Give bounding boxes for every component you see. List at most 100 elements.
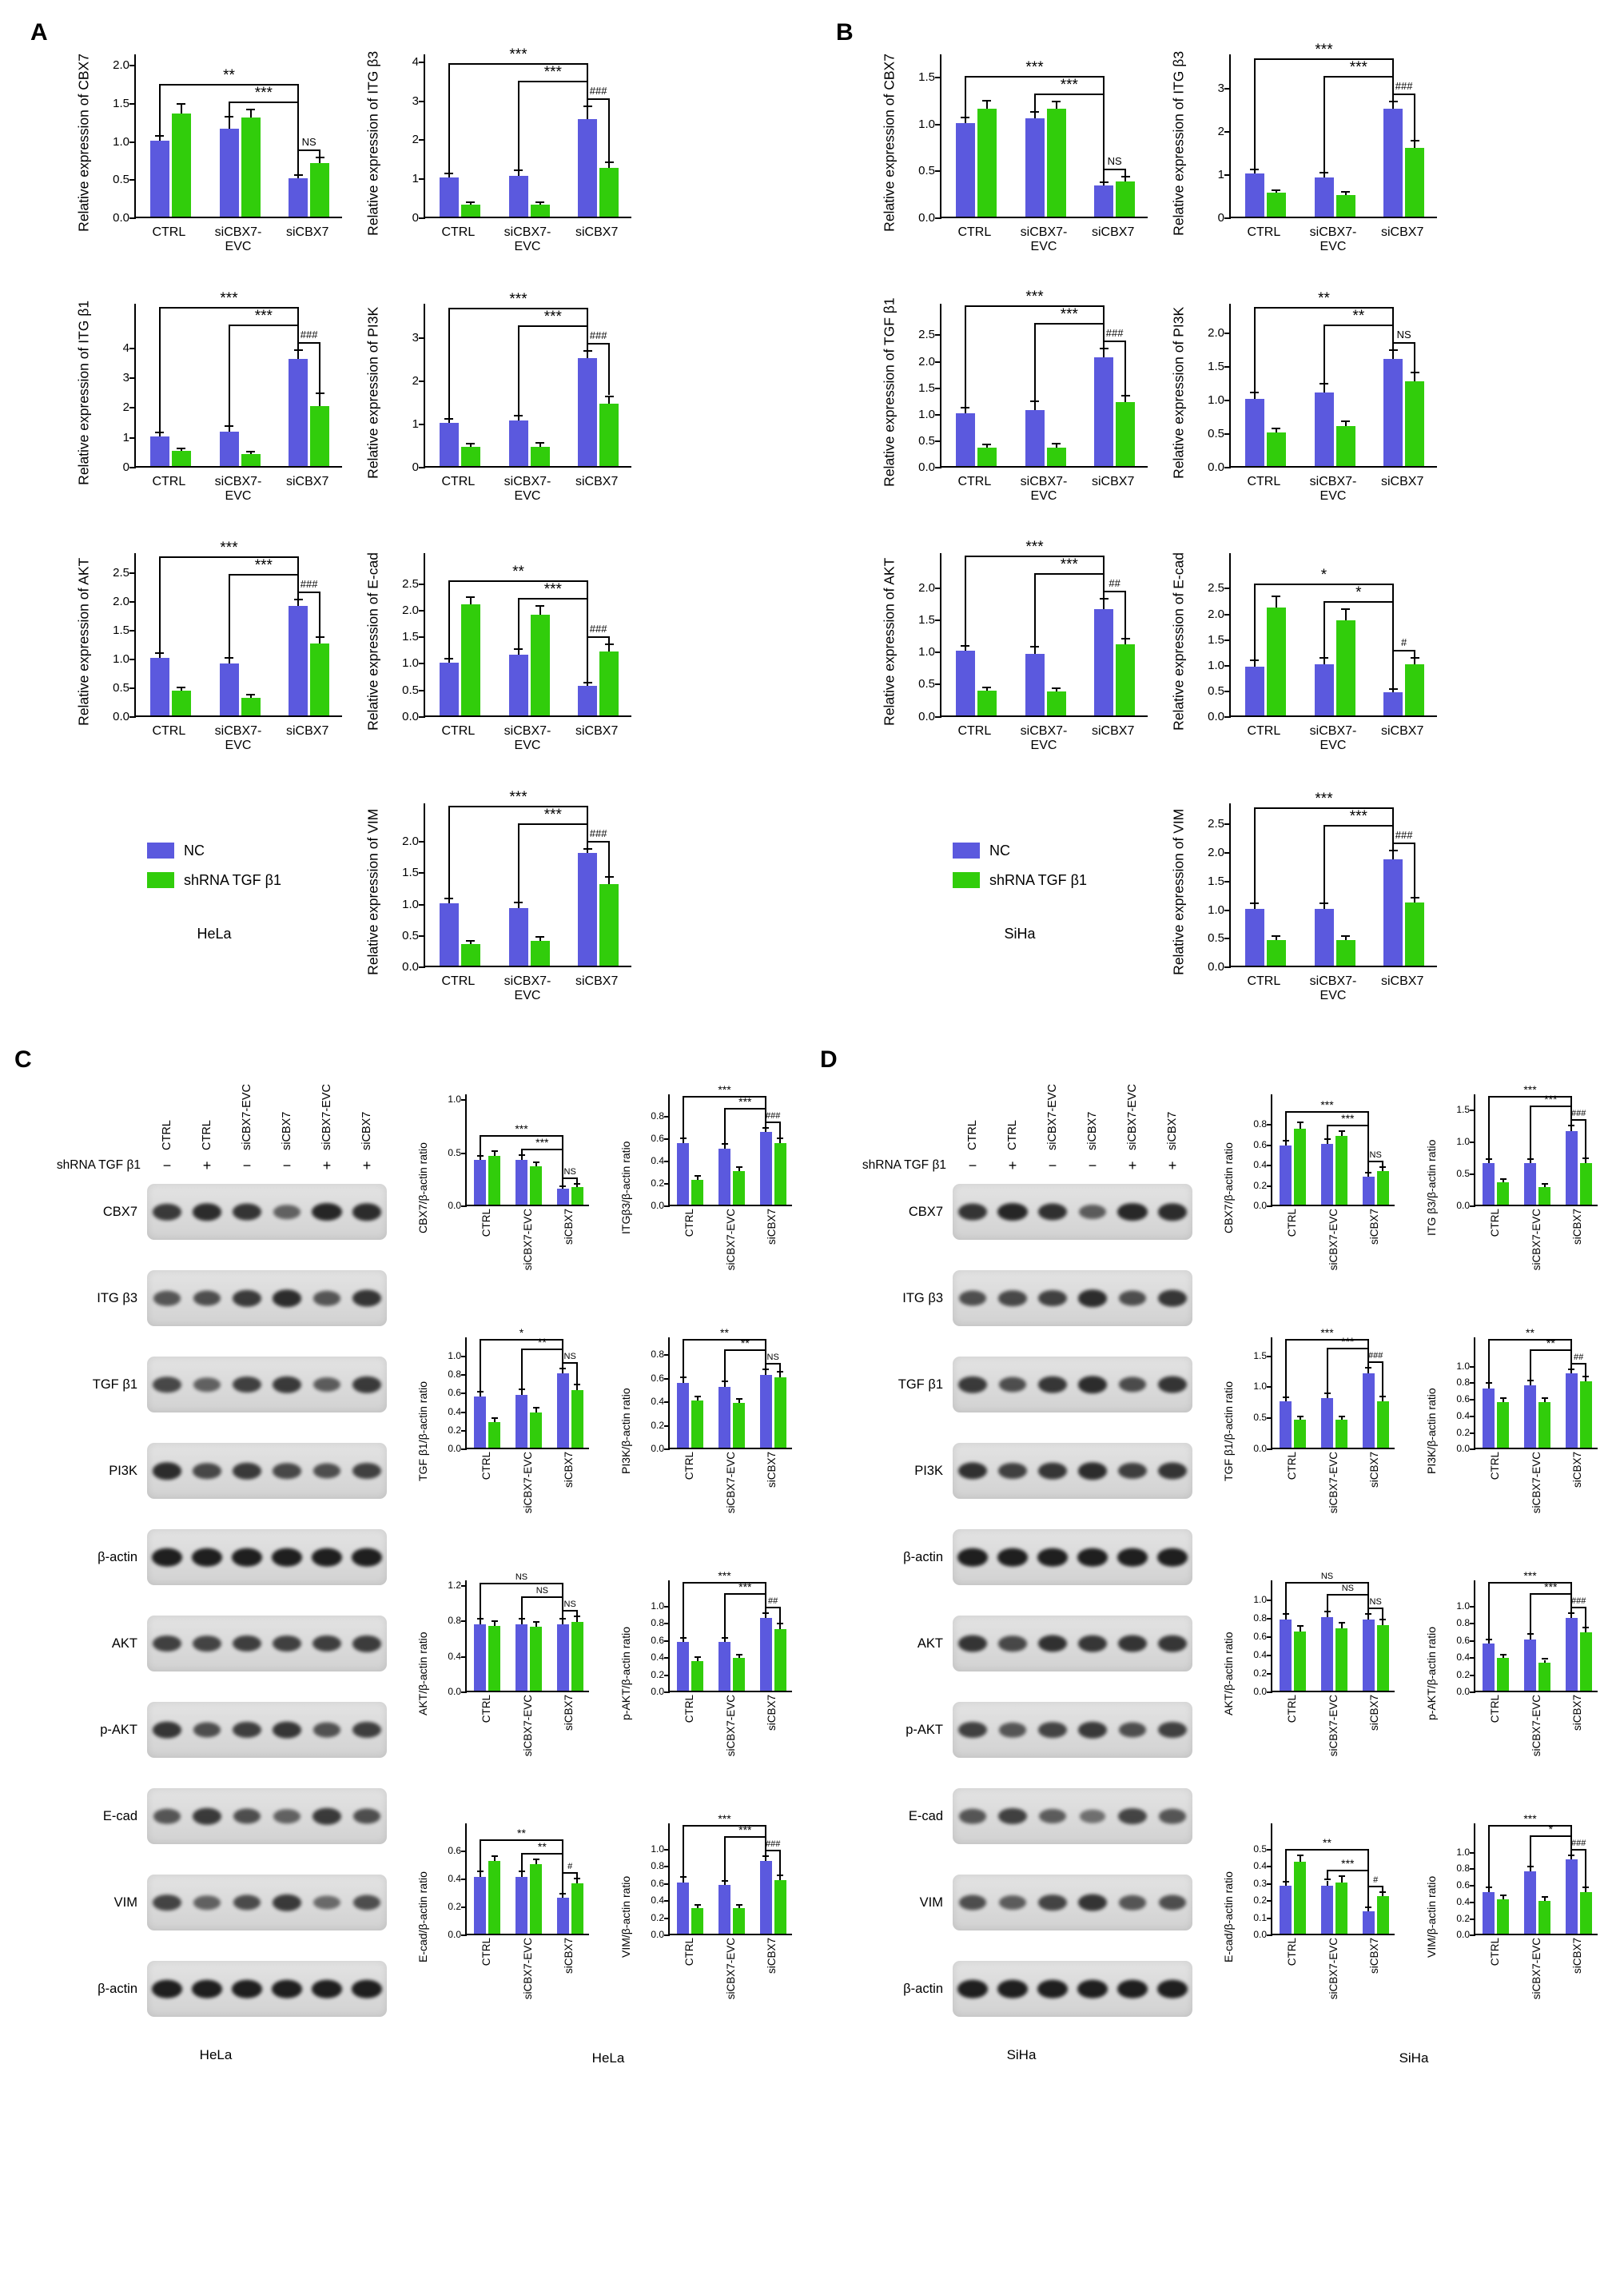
chart-body: 0 1 2 3 4 ### *** *** CTRL siCBX7- EVC siCBX7 [384, 32, 631, 254]
error-bar [1275, 597, 1277, 608]
error-bar [1340, 1624, 1343, 1629]
blot-strip [953, 1184, 1192, 1241]
error-bar [1585, 1888, 1587, 1893]
y-tick-mark [664, 1424, 670, 1427]
y-tick-label: 1.0 [1253, 1381, 1267, 1393]
x-tick-label: siCBX7-EVC [710, 1935, 751, 2028]
x-tick-label: CTRL [1474, 1206, 1515, 1299]
blot-band [1037, 1980, 1068, 1998]
plot-area: 0.0 0.4 0.8 1.2 NS NS NS [448, 1573, 589, 1697]
y-axis-label: PI3K/β-actin ratio [619, 1388, 632, 1475]
lane-label-text: CTRL [1006, 1120, 1019, 1151]
y-tick-mark [1267, 1185, 1272, 1187]
blot-band [192, 1980, 222, 1998]
x-tick-label-text: siCBX7-EVC [1530, 1452, 1542, 1514]
y-tick-label: 1.5 [1208, 632, 1224, 647]
sig-bracket-leg [1124, 341, 1127, 395]
y-tick-label: 0.0 [448, 1686, 461, 1698]
error-bar [493, 1419, 496, 1422]
sig-bracket-leg [1414, 842, 1416, 897]
x-axis-labels: CTRL siCBX7- EVC siCBX7 [940, 218, 1148, 254]
error-bar-cap [1250, 392, 1260, 394]
y-tick-label: 3 [122, 370, 129, 384]
blot-band [312, 1980, 342, 1998]
error-bar [517, 650, 519, 655]
error-bar-cap [1499, 1654, 1507, 1656]
bar-shrna [1116, 181, 1136, 217]
y-tick-label: 1.0 [1208, 393, 1224, 408]
legend-item-nc: NC [952, 843, 1010, 859]
panel-a-chart-grid: Relative expression of CBX7 0.0 0.5 1.0 1.5 2… [74, 32, 812, 752]
x-tick-label: siCBX7 [1556, 1206, 1598, 1299]
chart-a-itg-b3: Relative expression of ITG β3 0 1 2 3 4 ### ***… [363, 32, 644, 254]
sig-bracket-leg [587, 63, 589, 106]
error-bar [723, 1381, 726, 1387]
sig-bracket [1285, 1849, 1369, 1851]
error-bar-cap [476, 1155, 484, 1157]
sig-bracket [1327, 1594, 1369, 1596]
sig-bracket [965, 76, 1105, 78]
error-bar-cap [444, 657, 454, 659]
sig-bracket-leg [608, 342, 611, 396]
error-bar [1487, 1640, 1490, 1644]
y-axis-label: TGF β1/β-actin ratio [1222, 1381, 1235, 1481]
y-tick-label: 2.0 [1208, 607, 1224, 621]
error-bar-cap [1030, 400, 1039, 403]
y-tick-label: 2.0 [1208, 845, 1224, 859]
sig-bracket-leg [319, 342, 321, 393]
sig-bracket-leg [964, 305, 966, 408]
error-bar [1340, 1131, 1343, 1136]
error-bar-cap [155, 652, 165, 655]
bar-nc [1280, 1885, 1292, 1934]
sig-bracket-leg [1585, 1362, 1587, 1377]
blot-band [998, 1463, 1027, 1480]
error-bar [1275, 190, 1277, 193]
plot-area: 0.0 0.5 1.0 1.5 2.0 ### *** *** [402, 790, 631, 974]
error-bar-cap [466, 596, 476, 598]
bar-shrna [1294, 1631, 1307, 1691]
blot-band [193, 1290, 221, 1306]
y-tick-mark [1224, 217, 1231, 219]
bar-shrna [1538, 1900, 1550, 1934]
bar-shrna [691, 1400, 704, 1448]
bar-nc [718, 1641, 730, 1691]
error-bar [1344, 192, 1347, 196]
bar-shrna [1497, 1658, 1510, 1691]
bar-nc [1094, 608, 1114, 715]
error-bar-cap [679, 1636, 687, 1639]
error-bar-cap [1388, 687, 1398, 690]
error-bar [1502, 1399, 1504, 1403]
x-tick-label-text: siCBX7 [563, 1452, 575, 1488]
lane-label-text: siCBX7-EVC [320, 1084, 333, 1151]
error-bar-cap [1120, 394, 1130, 396]
bar-nc [556, 1373, 569, 1448]
bar-shrna [571, 1186, 583, 1205]
bar-shrna [733, 1907, 745, 1934]
y-tick-mark [664, 1354, 670, 1357]
sig-bracket [448, 805, 588, 807]
sig-bracket [1530, 1593, 1572, 1596]
y-tick-mark [1470, 1110, 1475, 1112]
y-axis-label: CBX7/β-actin ratio [416, 1142, 429, 1234]
x-tick-label: siCBX7 [1381, 723, 1424, 738]
bar-nc [439, 662, 459, 715]
blot-band [352, 1980, 382, 1998]
y-tick-label: 0.0 [1253, 1200, 1267, 1212]
y-tick-label: 0.6 [651, 1877, 664, 1889]
sig-bracket [1104, 341, 1126, 343]
y-tick-label: 0.2 [651, 1911, 664, 1923]
bar-shrna [1116, 644, 1136, 715]
sig-bracket-leg [587, 805, 589, 848]
significance-label: NS [1369, 1150, 1382, 1161]
bar-shrna [1538, 1402, 1550, 1448]
blot-band [998, 1808, 1027, 1825]
sig-bracket-leg [1103, 555, 1105, 598]
sig-bracket-leg [228, 573, 230, 658]
blot-row-label: CBX7 [102, 1204, 137, 1219]
blot-band [1038, 1895, 1067, 1911]
y-tick-mark [1470, 1901, 1475, 1903]
bar-nc [1025, 118, 1045, 217]
error-bar [228, 427, 230, 432]
y-tick-mark [419, 178, 425, 181]
bar-shrna [599, 883, 619, 966]
